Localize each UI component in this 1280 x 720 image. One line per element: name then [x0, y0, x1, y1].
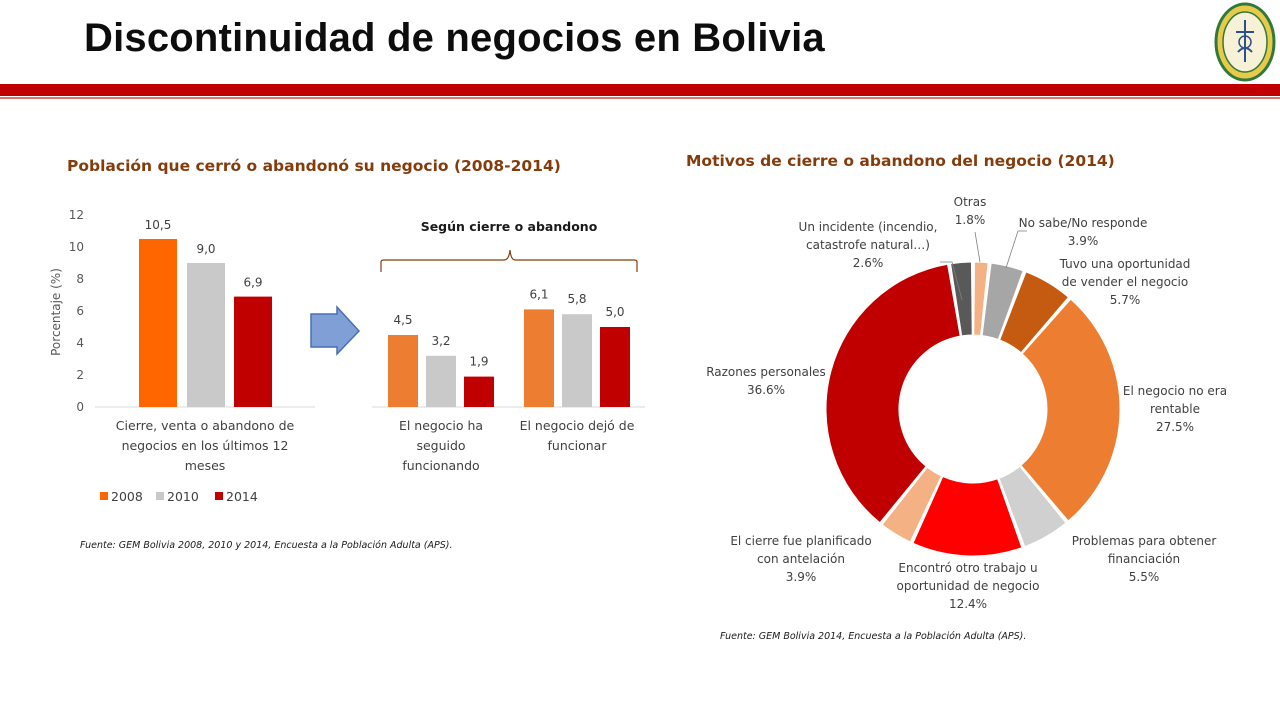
category-label: funcionando	[402, 458, 479, 473]
right-panel-title: Motivos de cierre o abandono del negocio…	[686, 152, 1115, 170]
category-label: seguido	[416, 438, 465, 453]
slice-percent: 5.5%	[1129, 570, 1160, 584]
bar-2010	[187, 263, 225, 407]
slice-label: Un incidente (incendio,	[799, 220, 938, 234]
bar-2010	[426, 355, 456, 407]
donut-slice	[825, 263, 961, 524]
slice-percent: 12.4%	[949, 597, 987, 611]
data-label: 3,2	[431, 334, 450, 348]
category-label: Cierre, venta o abandono de	[116, 418, 295, 433]
slice-label: No sabe/No responde	[1019, 216, 1148, 230]
category-label: meses	[185, 458, 226, 473]
bar-2010	[562, 314, 592, 407]
bar-chart-by-status: Según cierre o abandono 4,5 6,1 3,2 5,8 1,9 5,…	[372, 219, 645, 473]
legend-label-2008: 2008	[111, 489, 143, 504]
category-label: El negocio dejó de	[520, 418, 635, 433]
slice-label: Encontró otro trabajo u	[898, 561, 1037, 575]
slice-label: Otras	[954, 195, 987, 209]
slice-label: El cierre fue planificado	[730, 534, 871, 548]
y-tick-label: 10	[69, 240, 84, 254]
slice-label: rentable	[1150, 402, 1200, 416]
bar-2014	[464, 376, 494, 407]
slice-percent: 27.5%	[1156, 420, 1194, 434]
slice-label: El negocio no era	[1123, 384, 1227, 398]
slice-percent: 3.9%	[786, 570, 817, 584]
bar-2008	[524, 309, 554, 407]
leader-line	[940, 261, 963, 301]
donut-slice	[881, 466, 943, 543]
legend-swatch-2014	[215, 492, 223, 500]
title-divider	[0, 84, 1280, 96]
slice-label: Tuvo una oportunidad	[1059, 257, 1191, 271]
donut-slice	[912, 475, 1023, 557]
slice-percent: 2.6%	[853, 256, 884, 270]
legend-swatch-2008	[100, 492, 108, 500]
data-label: 6,9	[243, 276, 262, 290]
y-tick-label: 12	[69, 208, 84, 222]
slice-label: financiación	[1108, 552, 1180, 566]
slice-percent: 5.7%	[1110, 293, 1141, 307]
slice-label: oportunidad de negocio	[897, 579, 1040, 593]
legend-label-2010: 2010	[167, 489, 199, 504]
donut-slice	[973, 261, 989, 336]
donut-slice	[1020, 298, 1121, 522]
y-tick-label: 4	[76, 336, 84, 350]
y-tick-label: 6	[76, 304, 84, 318]
data-label: 9,0	[196, 242, 215, 256]
legend-label-2014: 2014	[226, 489, 258, 504]
data-label: 6,1	[529, 287, 548, 301]
slice-percent: 3.9%	[1068, 234, 1099, 248]
slice-label: de vender el negocio	[1062, 275, 1188, 289]
y-tick-label: 2	[76, 368, 84, 382]
y-tick-label: 0	[76, 400, 84, 414]
bar-2008	[388, 335, 418, 407]
bar-2008	[139, 239, 177, 407]
slice-percent: 1.8%	[955, 213, 986, 227]
right-source-note: Fuente: GEM Bolivia 2014, Encuesta a la …	[720, 631, 1027, 642]
donut-slice	[999, 271, 1070, 354]
donut-slice	[981, 262, 1024, 341]
slice-label: Problemas para obtener	[1072, 534, 1217, 548]
category-label: negocios en los últimos 12	[122, 438, 289, 453]
chart-subtitle: Según cierre o abandono	[421, 219, 598, 234]
slice-label: con antelación	[757, 552, 845, 566]
right-arrow-icon	[310, 305, 361, 356]
title-divider-thin	[0, 97, 1280, 99]
donut-slice	[950, 261, 973, 337]
bar-chart-total: 0 2 4 6 8 10 12 Porcentaje (%) 10,5 9,0 6,9 Cierre,…	[49, 208, 315, 504]
group-bracket	[380, 249, 638, 272]
category-label: funcionar	[548, 438, 608, 453]
left-source-note: Fuente: GEM Bolivia 2008, 2010 y 2014, E…	[80, 540, 453, 551]
slice-label: Razones personales	[706, 365, 826, 379]
y-axis-title: Porcentaje (%)	[49, 268, 63, 356]
y-tick-label: 8	[76, 272, 84, 286]
bar-2014	[234, 296, 272, 407]
legend-swatch-2010	[156, 492, 164, 500]
data-label: 5,8	[567, 292, 586, 306]
donut-slice	[998, 465, 1067, 548]
slice-label: catastrofe natural…)	[806, 238, 930, 252]
university-seal-icon	[1214, 2, 1276, 82]
slice-percent: 36.6%	[747, 383, 785, 397]
data-label: 4,5	[393, 313, 412, 327]
category-label: El negocio ha	[399, 418, 483, 433]
donut-chart-reasons: Otras 1.8% No sabe/No responde 3.9% Tuvo una…	[706, 195, 1227, 611]
data-label: 5,0	[605, 305, 624, 319]
bar-2014	[600, 327, 630, 407]
leader-line	[1005, 230, 1027, 269]
left-panel-title: Población que cerró o abandonó su negoci…	[67, 157, 561, 175]
data-label: 10,5	[145, 218, 172, 232]
data-label: 1,9	[469, 355, 488, 369]
page-title: Discontinuidad de negocios en Bolivia	[84, 16, 825, 60]
leader-line	[974, 231, 981, 263]
